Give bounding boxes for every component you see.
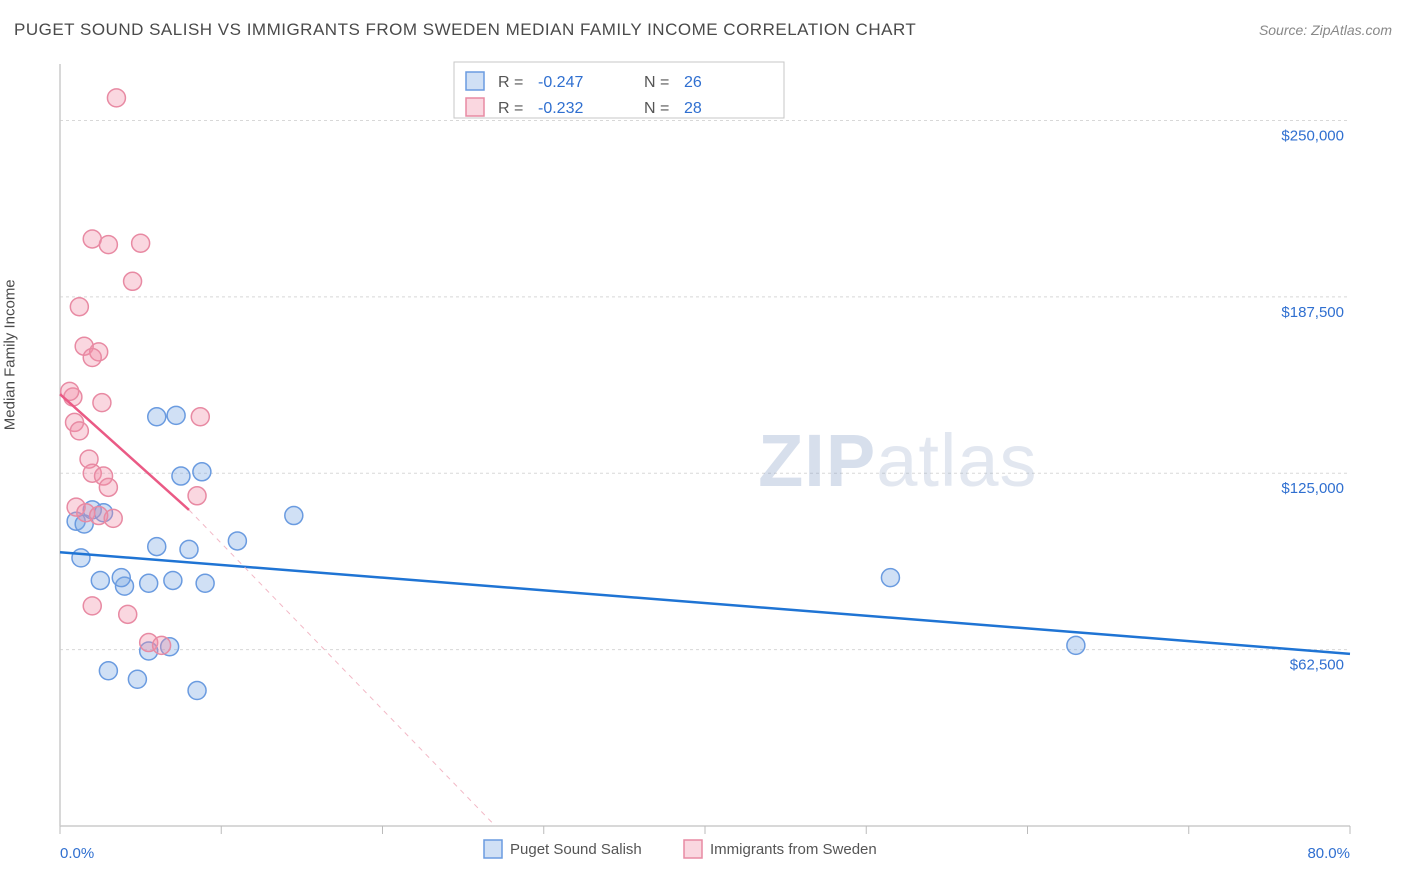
svg-text:$250,000: $250,000 — [1281, 127, 1344, 144]
svg-text:Immigrants from Sweden: Immigrants from Sweden — [710, 841, 877, 858]
svg-text:R =: R = — [498, 74, 523, 91]
svg-text:N =: N = — [644, 74, 669, 91]
y-axis-label: Median Family Income — [2, 279, 19, 430]
svg-text:0.0%: 0.0% — [60, 845, 94, 861]
svg-text:$62,500: $62,500 — [1290, 657, 1344, 674]
scatter-chart: $62,500 $125,000 $187,500 $250,000 0.0% 80.0%… — [14, 56, 1364, 861]
svg-text:$187,500: $187,500 — [1281, 304, 1344, 321]
svg-text:-0.247: -0.247 — [538, 74, 583, 91]
svg-text:26: 26 — [684, 74, 702, 91]
svg-text:-0.232: -0.232 — [538, 100, 583, 117]
chart-container: Median Family Income ZIPatlas $62,500$12… — [14, 56, 1392, 878]
chart-title: PUGET SOUND SALISH VS IMMIGRANTS FROM SW… — [14, 20, 916, 40]
svg-text:N =: N = — [644, 100, 669, 117]
svg-text:$125,000: $125,000 — [1281, 480, 1344, 497]
svg-text:Puget Sound Salish: Puget Sound Salish — [510, 841, 642, 858]
svg-text:80.0%: 80.0% — [1307, 845, 1350, 861]
svg-text:R =: R = — [498, 100, 523, 117]
svg-text:28: 28 — [684, 100, 702, 117]
chart-source: Source: ZipAtlas.com — [1259, 22, 1392, 38]
